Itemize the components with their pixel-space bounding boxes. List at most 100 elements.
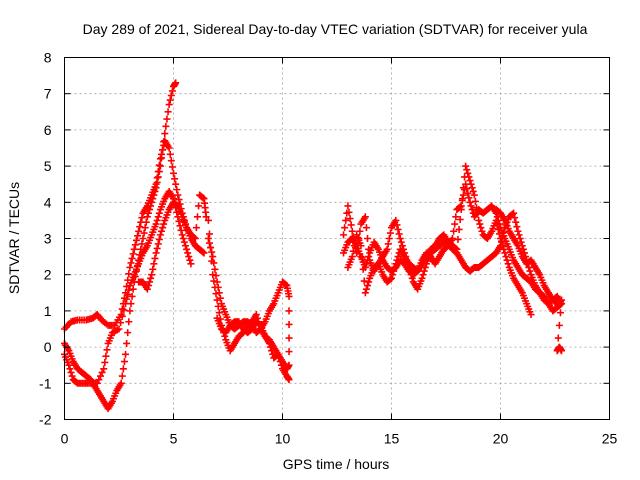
axis-ticks: 0 5 10 15 20 25 -2 -1 0 1 2 3 4 5 6 7 8 [39,50,617,447]
data-point-interp [397,238,405,246]
y-tick-label: 8 [44,50,52,66]
data-point-interp [119,365,127,373]
data-point-interp [98,368,106,376]
data-point-interp [167,92,175,100]
data-point [475,216,483,224]
data-point [462,180,470,188]
data-point [165,101,173,109]
data-point-interp [362,285,370,293]
y-tick-label: 3 [44,231,52,247]
data-point [115,325,123,333]
data-point [457,202,465,210]
data-point [392,216,400,224]
data-point [178,231,186,239]
data-point [418,274,426,282]
data-point [161,130,169,138]
data-point-interp [389,271,397,279]
data-point-interp [129,285,137,293]
y-axis-title: SDTVAR / TECUs [6,182,22,294]
data-point-interp [502,253,510,261]
data-point [156,231,164,239]
data-point-interp [125,318,133,326]
data-point [449,235,457,242]
data-point [122,300,130,308]
data-point-interp [395,230,403,238]
data-point-interp [180,238,188,246]
series-segment-10 [344,180,566,308]
data-point [466,198,474,206]
data-point-interp [211,283,219,291]
data-point-interp [173,208,181,216]
data-point-interp [451,220,459,228]
data-point-interp [132,236,140,244]
data-point-interp [463,185,471,193]
data-point [466,177,474,185]
data-point [174,191,182,199]
data-point-interp [211,265,219,273]
data-point-interp [158,150,166,158]
data-point-interp [166,150,174,158]
data-point-interp [102,352,110,360]
data-point-interp [117,319,125,327]
data-point-interp [118,312,126,320]
data-point [165,144,173,152]
data-point [348,227,356,235]
data-point-interp [68,372,76,380]
data-point-interp [118,372,126,380]
data-point-interp [346,215,354,223]
data-point-interp [101,358,109,366]
data-point-interp [515,231,523,239]
data-point-interp [131,241,139,249]
data-point-interp [390,267,398,275]
data-point-interp [208,248,216,256]
data-point-interp [478,227,486,235]
data-point-interp [129,250,137,258]
data-point [501,249,509,257]
data-point-interp [504,260,512,268]
data-point-interp [212,272,220,280]
data-point-interp [365,278,373,286]
data-point [344,202,352,210]
data-point-interp [134,232,142,240]
data-point-interp [455,225,463,233]
data-point-interp [168,87,176,95]
series-segment-11 [492,206,566,355]
data-point [143,213,151,221]
data-point-interp [555,321,563,329]
data-point [285,292,293,300]
data-point [152,249,160,257]
data-point-interp [556,309,564,317]
data-point [156,162,164,170]
data-point [462,162,470,170]
data-point-interp [394,225,402,233]
data-point-interp [210,277,218,285]
data-point-interp [208,257,216,265]
data-marks [61,79,566,413]
data-point-interp [452,213,460,221]
data-point-interp [465,173,473,181]
data-point-interp [420,267,428,275]
data-point-interp [179,235,187,242]
data-point-interp [464,169,472,177]
data-point-interp [285,334,293,342]
data-point-interp [356,227,364,235]
data-point [392,260,400,268]
data-point-interp [467,202,475,210]
data-point-interp [476,220,484,228]
data-point-interp [173,186,181,194]
data-point [209,253,217,261]
y-tick-label: 6 [44,122,52,138]
data-point [191,235,199,242]
data-point-interp [456,203,464,211]
data-point-interp [345,208,353,216]
data-point [170,169,177,177]
data-point-interp [153,174,161,182]
data-point [470,191,478,199]
data-point-interp [456,215,464,223]
data-point [122,350,130,358]
data-point-interp [362,260,370,268]
data-point-interp [159,146,167,154]
data-point-interp [364,282,372,290]
data-point-interp [155,161,163,169]
data-point [558,347,566,355]
